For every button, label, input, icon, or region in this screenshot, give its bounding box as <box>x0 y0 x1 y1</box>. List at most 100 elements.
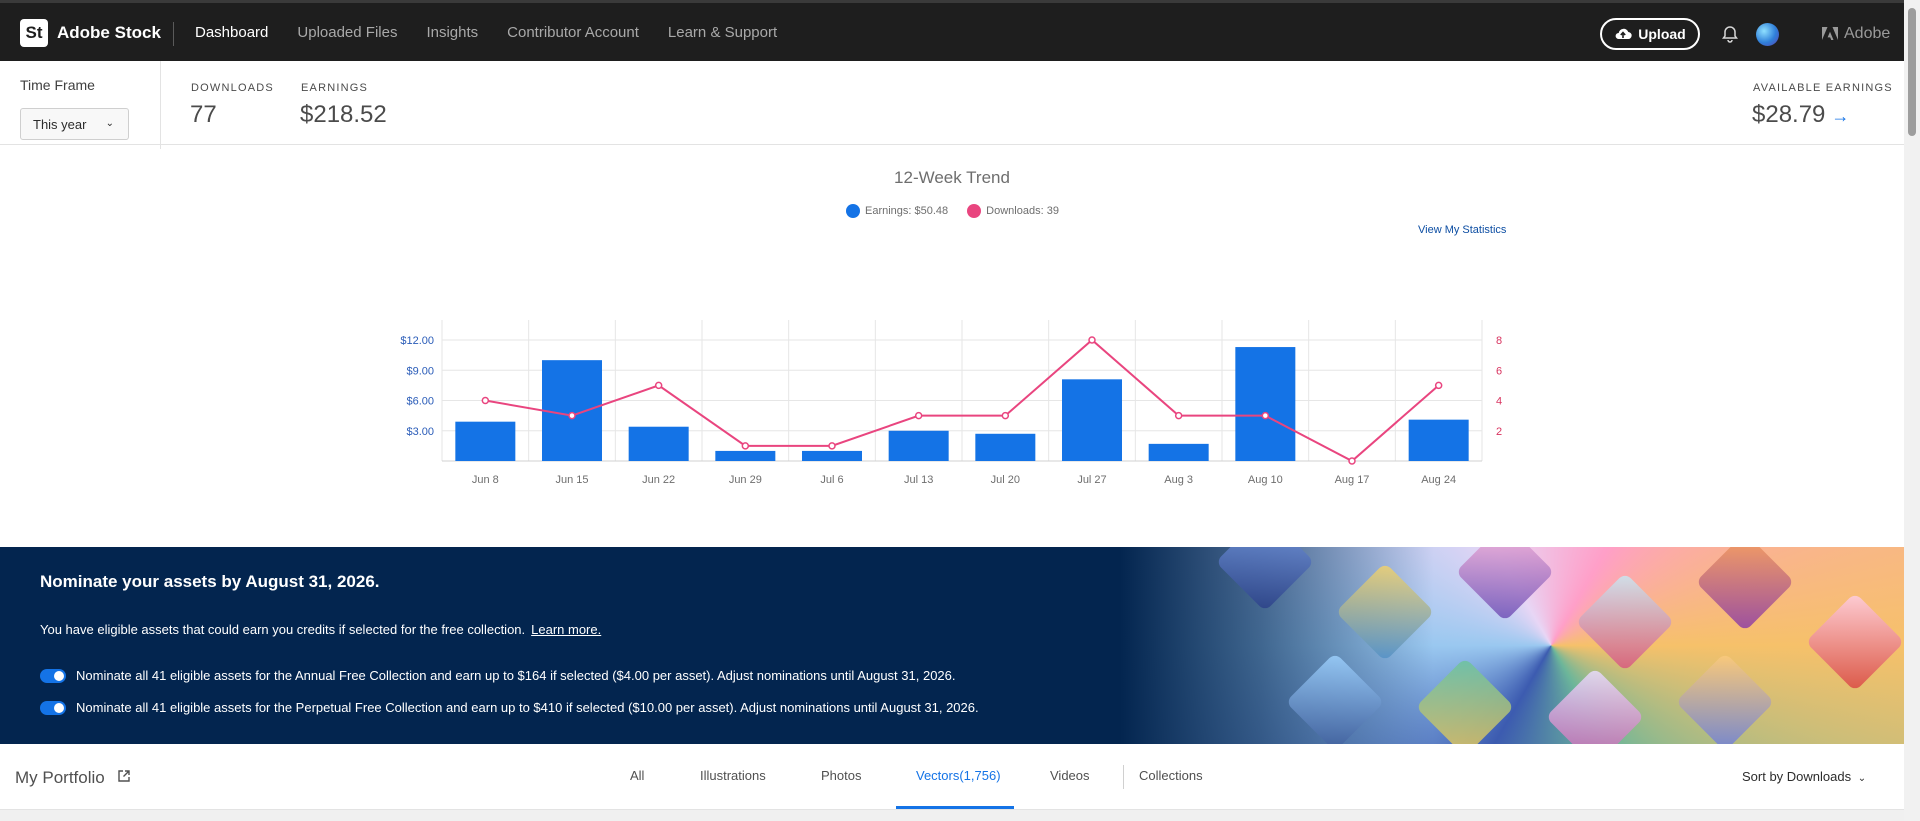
earnings-bar <box>1408 419 1469 461</box>
bell-icon[interactable] <box>1720 24 1740 44</box>
banner-cube <box>1455 547 1555 622</box>
y-right-tick-label: 8 <box>1496 335 1502 347</box>
nomination-banner: Nominate your assets by August 31, 2026.… <box>0 547 1904 744</box>
earnings-bar <box>802 450 862 461</box>
earnings-bar <box>1148 443 1209 461</box>
y-left-tick-label: $3.00 <box>406 426 434 438</box>
available-earnings-label: AVAILABLE EARNINGS <box>1753 82 1893 94</box>
nav-contributor-account[interactable]: Contributor Account <box>507 24 639 41</box>
banner-artwork <box>1120 547 1904 744</box>
avatar[interactable] <box>1756 23 1779 46</box>
downloads-point <box>568 411 576 420</box>
banner-cube <box>1805 592 1904 692</box>
learn-more-link[interactable]: Learn more. <box>531 622 602 637</box>
scrollbar-thumb[interactable] <box>1908 8 1916 136</box>
downloads-point <box>828 442 836 450</box>
trend-chart: $3.00 $6.00 $9.00 $12.00 2 4 6 8 Jun 8 Jun 15 Jun … <box>400 320 1502 486</box>
legend-downloads-label: Downloads: 39 <box>986 205 1059 217</box>
banner-cube <box>1335 562 1435 662</box>
downloads-point <box>1348 457 1356 465</box>
downloads-point <box>741 442 750 450</box>
adobe-stock-logo[interactable]: St <box>20 19 48 47</box>
x-tick-label: Aug 10 <box>1248 474 1283 486</box>
x-tick-label: Aug 24 <box>1421 474 1456 486</box>
earnings-label: EARNINGS <box>301 82 369 94</box>
earnings-bar <box>628 426 689 461</box>
downloads-point <box>654 381 663 390</box>
downloads-label: DOWNLOADS <box>191 82 274 94</box>
tab-photos[interactable]: Photos <box>821 768 862 783</box>
y-left-tick-label: $6.00 <box>406 396 434 408</box>
sort-dropdown[interactable]: Sort by Downloads ⌄ <box>1742 769 1866 784</box>
nav-learn-support[interactable]: Learn & Support <box>667 24 778 41</box>
banner-cube <box>1545 667 1645 744</box>
tab-illustrations[interactable]: Illustrations <box>700 768 766 783</box>
earnings-bar <box>888 430 949 461</box>
timeframe-label: Time Frame <box>20 77 95 93</box>
upload-button[interactable]: Upload <box>1600 18 1700 50</box>
legend-earnings[interactable]: Earnings: $50.48 <box>846 204 948 218</box>
banner-cube <box>1215 547 1315 612</box>
available-earnings-value[interactable]: $28.79 → <box>1752 101 1849 129</box>
banner-cube <box>1675 652 1775 744</box>
view-statistics-link[interactable]: View My Statistics <box>1418 224 1507 236</box>
page-scrollbar[interactable] <box>1904 0 1920 821</box>
chart-legend: Earnings: $50.48 Downloads: 39 <box>846 204 1078 218</box>
content-area-top <box>0 810 1904 821</box>
downloads-point <box>1434 381 1443 390</box>
earnings-bar <box>975 433 1036 461</box>
chevron-down-icon: ⌄ <box>1857 773 1867 784</box>
nav-uploaded-files[interactable]: Uploaded Files <box>297 24 398 41</box>
x-tick-label: Jun 22 <box>642 474 675 486</box>
timeframe-select[interactable]: This year ⌄ <box>20 108 129 140</box>
top-navigation-bar: St Adobe Stock Dashboard Uploaded Files … <box>0 0 1904 61</box>
summary-stats: Time Frame This year ⌄ DOWNLOADS 77 EARN… <box>0 61 1904 149</box>
banner-cube <box>1575 572 1675 672</box>
timeframe-value: This year <box>33 116 87 132</box>
x-tick-label: Aug 17 <box>1335 474 1370 486</box>
portfolio-bar: My Portfolio All Illustrations Photos Ve… <box>0 744 1904 810</box>
earnings-bar <box>1235 347 1296 461</box>
external-link-icon[interactable] <box>117 769 131 783</box>
adobe-link[interactable]: Adobe <box>1822 25 1890 43</box>
tab-vectors[interactable]: Vectors(1,756) <box>916 768 1001 783</box>
perpetual-nomination-label: Nominate all 41 eligible assets for the … <box>76 700 979 715</box>
legend-downloads[interactable]: Downloads: 39 <box>967 204 1059 218</box>
banner-title: Nominate your assets by August 31, 2026. <box>40 572 380 591</box>
annual-nomination-toggle[interactable] <box>40 668 66 683</box>
tabs-divider <box>1123 765 1124 789</box>
nomination-annual: Nominate all 41 eligible assets for the … <box>40 668 956 683</box>
stats-divider <box>160 61 161 149</box>
tab-videos[interactable]: Videos <box>1050 768 1090 783</box>
banner-cube <box>1695 547 1795 632</box>
x-tick-label: Jul 20 <box>991 474 1020 486</box>
sort-label: Sort by Downloads <box>1742 769 1852 784</box>
banner-description: You have eligible assets that could earn… <box>40 622 526 637</box>
arrow-right-icon[interactable]: → <box>1831 106 1850 126</box>
y-left-tick-label: $12.00 <box>400 335 434 347</box>
x-tick-label: Jul 6 <box>820 474 843 486</box>
x-tick-label: Jun 15 <box>555 474 588 486</box>
earnings-bar <box>542 360 602 461</box>
chevron-down-icon: ⌄ <box>105 118 114 129</box>
tab-collections[interactable]: Collections <box>1139 768 1203 783</box>
nav-insights[interactable]: Insights <box>426 24 479 41</box>
portfolio-title: My Portfolio <box>15 768 105 787</box>
earnings-bar <box>715 450 776 461</box>
nav-dashboard[interactable]: Dashboard <box>195 24 269 41</box>
downloads-point <box>914 411 923 420</box>
x-tick-label: Jul 13 <box>904 474 933 486</box>
downloads-point <box>1261 411 1270 420</box>
available-earnings-amount: $28.79 <box>1752 101 1826 128</box>
downloads-point <box>481 396 490 405</box>
earnings-value: $218.52 <box>300 101 387 128</box>
legend-downloads-swatch <box>967 204 982 218</box>
banner-text: You have eligible assets that could earn… <box>40 622 601 637</box>
y-left-tick-label: $9.00 <box>406 365 434 377</box>
tab-all[interactable]: All <box>630 768 645 783</box>
brand-name[interactable]: Adobe Stock <box>57 23 161 42</box>
downloads-point <box>1001 411 1010 420</box>
perpetual-nomination-toggle[interactable] <box>40 700 66 715</box>
chart-title: 12-Week Trend <box>894 168 1010 187</box>
